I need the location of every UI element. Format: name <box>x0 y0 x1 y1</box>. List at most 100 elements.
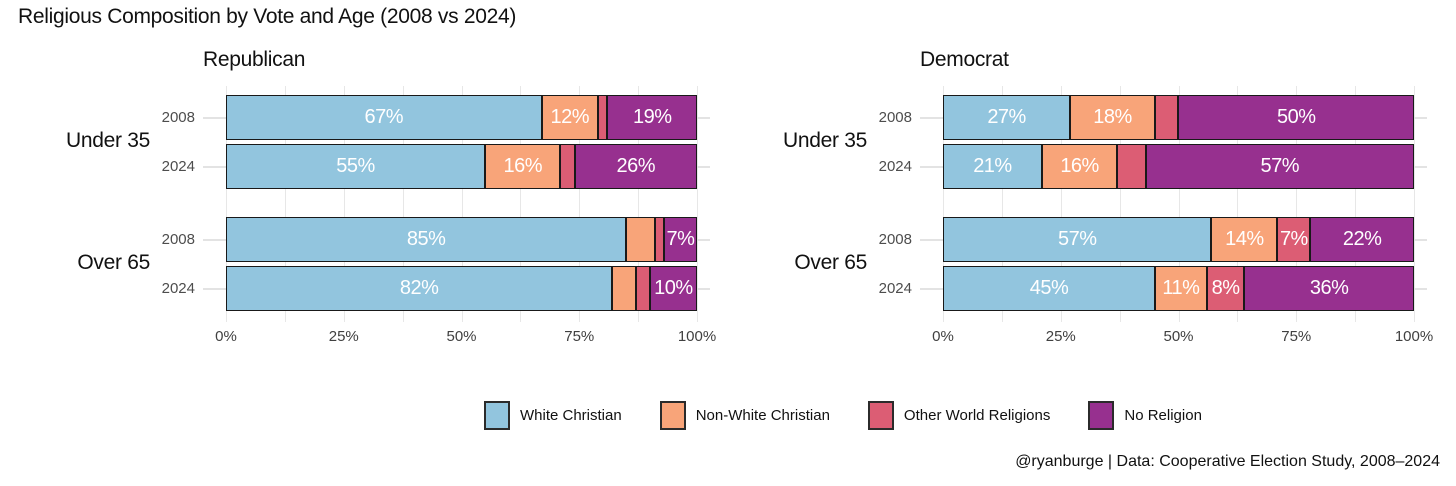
bar-segment-other-world-religions <box>598 95 608 140</box>
x-axis-tick-25-: 25% <box>1045 328 1076 345</box>
bar-segment-non-white-christian <box>612 266 636 311</box>
year-label-2008: 2008 <box>161 108 195 126</box>
bar-democrat-under-35-2024: 21% 16% 57% <box>943 144 1414 189</box>
year-label-2008: 2008 <box>878 230 912 248</box>
group-label-over-65: Over 65 <box>77 251 150 274</box>
bar-value-label: 50% <box>1276 106 1316 128</box>
x-axis-tick-0-: 0% <box>932 328 954 345</box>
bar-value-label: 36% <box>1309 277 1349 299</box>
legend-label: No Religion <box>1124 407 1202 424</box>
bar-value-label: 16% <box>1060 155 1099 177</box>
year-label-2024: 2024 <box>161 157 195 175</box>
bar-value-label: 10% <box>654 277 693 299</box>
bar-segment-white-christian: 21% <box>943 144 1042 189</box>
vertical-gridline <box>402 86 404 322</box>
legend-swatch-white-christian <box>484 401 510 430</box>
bar-value-label: 45% <box>1029 277 1069 299</box>
bar-value-label: 57% <box>1057 228 1097 250</box>
bar-republican-under-35-2024: 55% 16% 26% <box>226 144 697 189</box>
bar-value-label: 26% <box>616 155 656 177</box>
bar-democrat-under-35-2008: 27% 18% 50% <box>943 95 1414 140</box>
vertical-gridline <box>461 86 463 322</box>
bar-segment-non-white-christian: 18% <box>1070 95 1155 140</box>
legend-swatch-no-religion <box>1088 401 1115 430</box>
bar-segment-non-white-christian <box>626 217 655 262</box>
bar-segment-white-christian: 82% <box>226 266 613 311</box>
bar-value-label: 12% <box>550 106 590 128</box>
bar-segment-other-world-religions: 7% <box>1277 217 1311 262</box>
bar-segment-white-christian: 45% <box>943 266 1155 311</box>
bar-value-label: 67% <box>364 106 404 128</box>
vertical-gridline <box>943 86 944 322</box>
bar-value-label: 21% <box>973 155 1012 177</box>
bar-republican-over-65-2024: 82% 10% <box>226 266 697 311</box>
x-axis-tick-100-: 100% <box>677 328 717 345</box>
bar-value-label: 55% <box>336 155 375 177</box>
bar-segment-non-white-christian: 12% <box>541 95 599 140</box>
bar-segment-non-white-christian: 14% <box>1211 217 1278 262</box>
bar-segment-non-white-christian: 11% <box>1154 266 1207 311</box>
bar-segment-no-religion: 57% <box>1145 144 1414 189</box>
legend-swatch-other-world-religions <box>867 401 894 430</box>
source-credit: @ryanburge | Data: Cooperative Election … <box>1015 453 1440 470</box>
x-axis-tick-50-: 50% <box>446 328 477 345</box>
x-axis-tick-25-: 25% <box>328 328 359 345</box>
panel-republican: Republican Under 35 2008 67% 12% 19% 2024 55% 16… <box>66 48 716 345</box>
bar-segment-white-christian: 67% <box>226 95 542 140</box>
bar-value-label: 22% <box>1342 228 1382 250</box>
x-axis-tick-75-: 75% <box>564 328 595 345</box>
bar-segment-no-religion: 22% <box>1310 217 1414 262</box>
legend: White Christian Non-White Christian Other … <box>484 401 1240 430</box>
bar-value-label: 18% <box>1093 106 1132 128</box>
bar-segment-white-christian: 27% <box>943 95 1071 140</box>
bar-value-label: 11% <box>1162 277 1200 299</box>
legend-item-other-world-religions: Other World Religions <box>867 401 1050 430</box>
vertical-gridline <box>520 86 522 322</box>
legend-item-non-white-christian: Non-White Christian <box>659 401 830 430</box>
year-label-2024: 2024 <box>878 157 912 175</box>
panel-title-democrat: Democrat <box>920 48 1009 71</box>
x-axis-tick-0-: 0% <box>215 328 237 345</box>
vertical-gridline <box>1178 86 1180 322</box>
vertical-gridline <box>1001 86 1003 322</box>
vertical-gridline <box>226 86 227 322</box>
vertical-gridline <box>1060 86 1062 322</box>
bar-segment-no-religion: 19% <box>607 95 697 140</box>
bar-value-label: 85% <box>406 228 446 250</box>
bar-value-label: 14% <box>1225 228 1264 250</box>
bar-republican-under-35-2008: 67% 12% 19% <box>226 95 697 140</box>
bar-value-label: 57% <box>1260 155 1300 177</box>
legend-swatch-non-white-christian <box>659 401 686 430</box>
year-label-2024: 2024 <box>161 279 195 297</box>
bar-segment-no-religion: 26% <box>574 144 697 189</box>
vertical-gridline <box>579 86 581 322</box>
year-label-2024: 2024 <box>878 279 912 297</box>
vertical-gridline <box>284 86 286 322</box>
vertical-gridline <box>638 86 640 322</box>
bar-democrat-over-65-2024: 45% 11% 8% 36% <box>943 266 1414 311</box>
bar-segment-white-christian: 57% <box>943 217 1212 262</box>
bar-segment-other-world-religions <box>1117 144 1146 189</box>
bar-value-label: 7% <box>1279 228 1308 250</box>
bar-value-label: 19% <box>632 106 672 128</box>
bar-segment-white-christian: 55% <box>226 144 486 189</box>
vertical-gridline <box>1296 86 1298 322</box>
bar-segment-other-world-religions <box>1154 95 1179 140</box>
vertical-gridline <box>1237 86 1239 322</box>
vertical-gridline <box>1119 86 1121 322</box>
plot-area <box>943 86 1415 322</box>
bar-value-label: 16% <box>503 155 542 177</box>
plot-area <box>226 86 698 322</box>
year-label-2008: 2008 <box>878 108 912 126</box>
vertical-gridline <box>1355 86 1357 322</box>
bar-value-label: 82% <box>399 277 439 299</box>
bar-segment-no-religion: 7% <box>664 217 697 262</box>
legend-item-no-religion: No Religion <box>1088 401 1202 430</box>
bar-segment-no-religion: 36% <box>1244 266 1414 311</box>
x-axis-tick-50-: 50% <box>1163 328 1194 345</box>
chart-title: Religious Composition by Vote and Age (2… <box>18 5 517 28</box>
vertical-gridline <box>697 86 698 322</box>
x-axis-tick-75-: 75% <box>1281 328 1312 345</box>
bar-segment-non-white-christian: 16% <box>485 144 561 189</box>
